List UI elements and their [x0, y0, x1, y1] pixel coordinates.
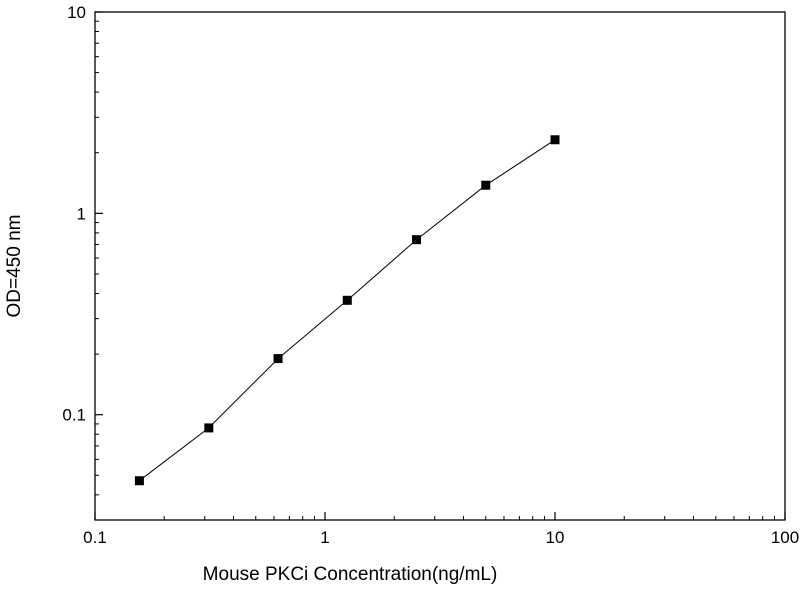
curve-line [139, 139, 556, 482]
data-point-marker [481, 180, 491, 190]
data-point-marker [204, 423, 214, 433]
y-tick-label: 0.1 [62, 406, 86, 425]
data-point-marker [550, 135, 560, 145]
x-tick-label: 10 [546, 528, 565, 547]
axis-ticks [94, 11, 786, 520]
y-axis-title: OD=450 nm [4, 215, 25, 318]
data-point-marker [342, 295, 352, 305]
x-tick-label: 0.1 [83, 528, 107, 547]
x-tick-label: 1 [320, 528, 329, 547]
data-point-marker [134, 476, 144, 486]
data-series [134, 135, 560, 486]
plot-frame [94, 11, 786, 521]
y-tick-label: 10 [67, 3, 86, 22]
x-tick-label: 100 [771, 528, 799, 547]
x-axis-title: Mouse PKCi Concentration(ng/mL) [203, 564, 498, 585]
plot-frame-group [94, 11, 786, 521]
data-point-marker [412, 235, 422, 245]
data-point-marker [273, 354, 283, 364]
axis-tick-labels: 0.1 1 10 100 0.1 1 10 [62, 3, 799, 547]
y-tick-label: 1 [77, 204, 86, 223]
